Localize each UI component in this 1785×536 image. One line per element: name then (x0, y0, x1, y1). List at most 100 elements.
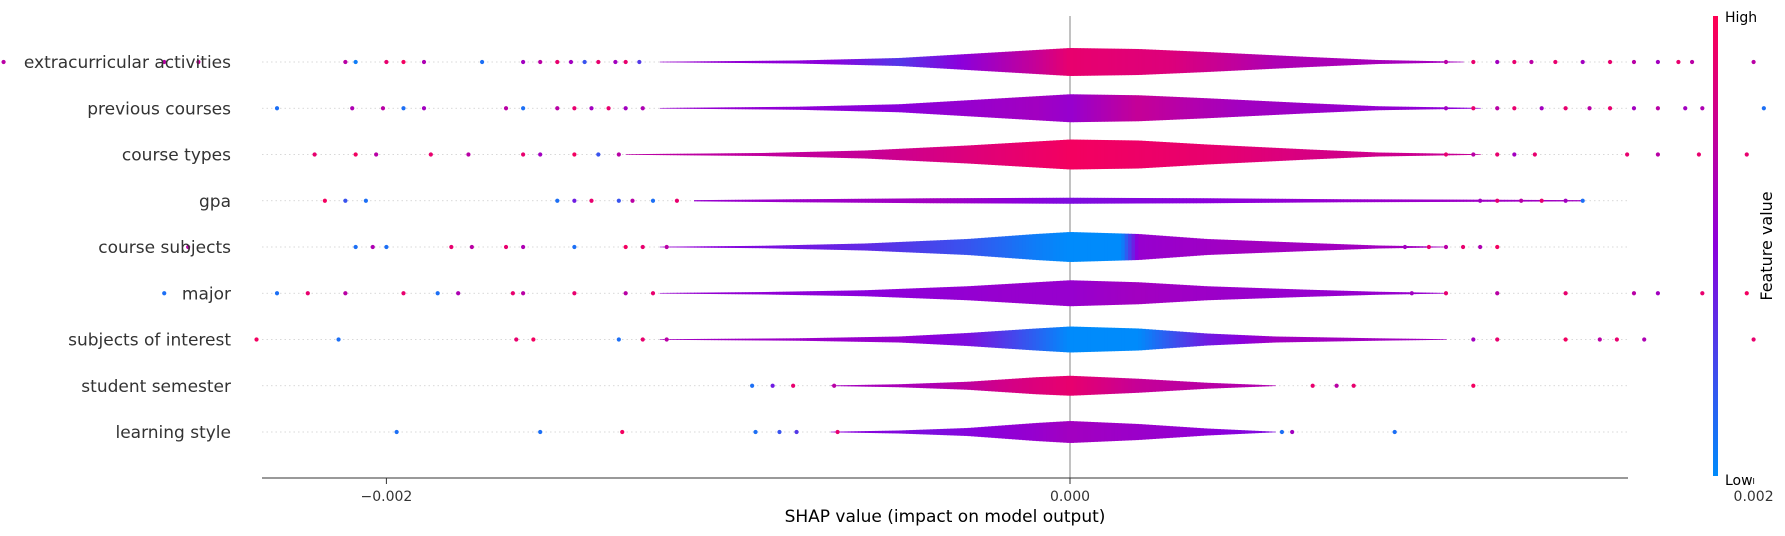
data-point (370, 244, 375, 250)
data-point (664, 337, 669, 342)
data-point (572, 106, 577, 111)
data-point (1512, 152, 1517, 157)
violin (830, 421, 1276, 443)
data-point (1563, 291, 1568, 296)
data-point (572, 291, 577, 296)
data-point (1580, 198, 1585, 203)
violins-layer (625, 48, 1584, 443)
points-layer (1, 59, 1766, 435)
feature-label: major (182, 284, 231, 304)
data-point (538, 429, 543, 435)
data-point (1471, 59, 1476, 65)
feature-label: course subjects (98, 238, 231, 258)
data-point (374, 152, 379, 157)
data-point (186, 244, 191, 250)
data-point (1409, 291, 1414, 296)
data-point (630, 198, 635, 203)
data-point (196, 59, 201, 65)
data-point (401, 106, 406, 111)
data-point (322, 198, 327, 203)
data-point (572, 198, 577, 203)
data-point (1751, 337, 1756, 342)
colorbar-high-label: High (1725, 10, 1757, 26)
data-point (1460, 244, 1466, 250)
data-point (521, 152, 526, 157)
data-point (835, 429, 840, 435)
data-point (435, 291, 440, 296)
data-point (353, 152, 358, 157)
data-point (1478, 244, 1483, 250)
data-point (1392, 429, 1397, 435)
data-point (753, 429, 758, 435)
data-point (832, 383, 837, 388)
data-point (1443, 106, 1449, 111)
data-point (1631, 59, 1637, 65)
data-point (1625, 152, 1630, 157)
x-tick-label: −0.002 (360, 489, 412, 505)
data-point (343, 198, 348, 203)
data-point (1607, 106, 1613, 111)
data-point (274, 106, 280, 111)
data-point (363, 198, 368, 203)
data-point (538, 152, 543, 157)
data-point (343, 59, 348, 65)
x-tick-label: 0.002 (1734, 489, 1774, 505)
data-point (616, 198, 621, 203)
data-point (1471, 337, 1476, 342)
data-point (640, 337, 645, 342)
colorbar (1713, 16, 1718, 476)
data-point (1539, 198, 1544, 203)
data-point (350, 106, 355, 111)
data-point (555, 106, 560, 111)
data-point (514, 337, 519, 342)
violin (830, 375, 1276, 396)
data-point (640, 106, 645, 111)
data-point (401, 59, 406, 65)
data-point (1334, 383, 1339, 388)
data-point (616, 152, 621, 157)
data-point (1744, 291, 1749, 296)
data-point (582, 59, 587, 65)
data-point (353, 59, 358, 65)
data-point (428, 152, 433, 157)
data-point (503, 244, 509, 250)
feature-label: previous courses (87, 99, 231, 119)
data-point (1553, 59, 1558, 65)
data-point (456, 291, 461, 296)
data-point (1700, 291, 1705, 296)
data-point (449, 244, 454, 250)
data-point (480, 59, 485, 65)
data-point (384, 59, 389, 65)
data-point (521, 244, 526, 250)
data-point (305, 291, 310, 296)
violin (659, 232, 1447, 262)
data-point (1478, 198, 1483, 203)
data-point (1761, 106, 1766, 111)
data-point (1426, 244, 1431, 250)
data-point (394, 429, 399, 435)
x-axis-title: SHAP value (impact on model output) (785, 507, 1106, 527)
data-point (254, 337, 259, 342)
violin (659, 280, 1447, 307)
data-point (1351, 383, 1356, 388)
violin (694, 197, 1584, 204)
data-point (674, 198, 680, 203)
data-point (1495, 198, 1500, 203)
data-point (637, 59, 642, 65)
data-point (336, 337, 341, 342)
colorbar-low-label: Low (1725, 473, 1753, 489)
data-point (1495, 59, 1500, 65)
data-point (162, 59, 167, 65)
data-point (640, 244, 645, 250)
colorbar-title: Feature value (1757, 191, 1776, 300)
data-point (572, 244, 577, 250)
data-point (1563, 337, 1568, 342)
data-point (1655, 291, 1660, 296)
data-point (1279, 429, 1285, 435)
data-point (503, 106, 509, 111)
data-point (1751, 59, 1756, 65)
data-point (1655, 152, 1660, 157)
data-point (274, 291, 280, 296)
data-point (1676, 59, 1681, 65)
